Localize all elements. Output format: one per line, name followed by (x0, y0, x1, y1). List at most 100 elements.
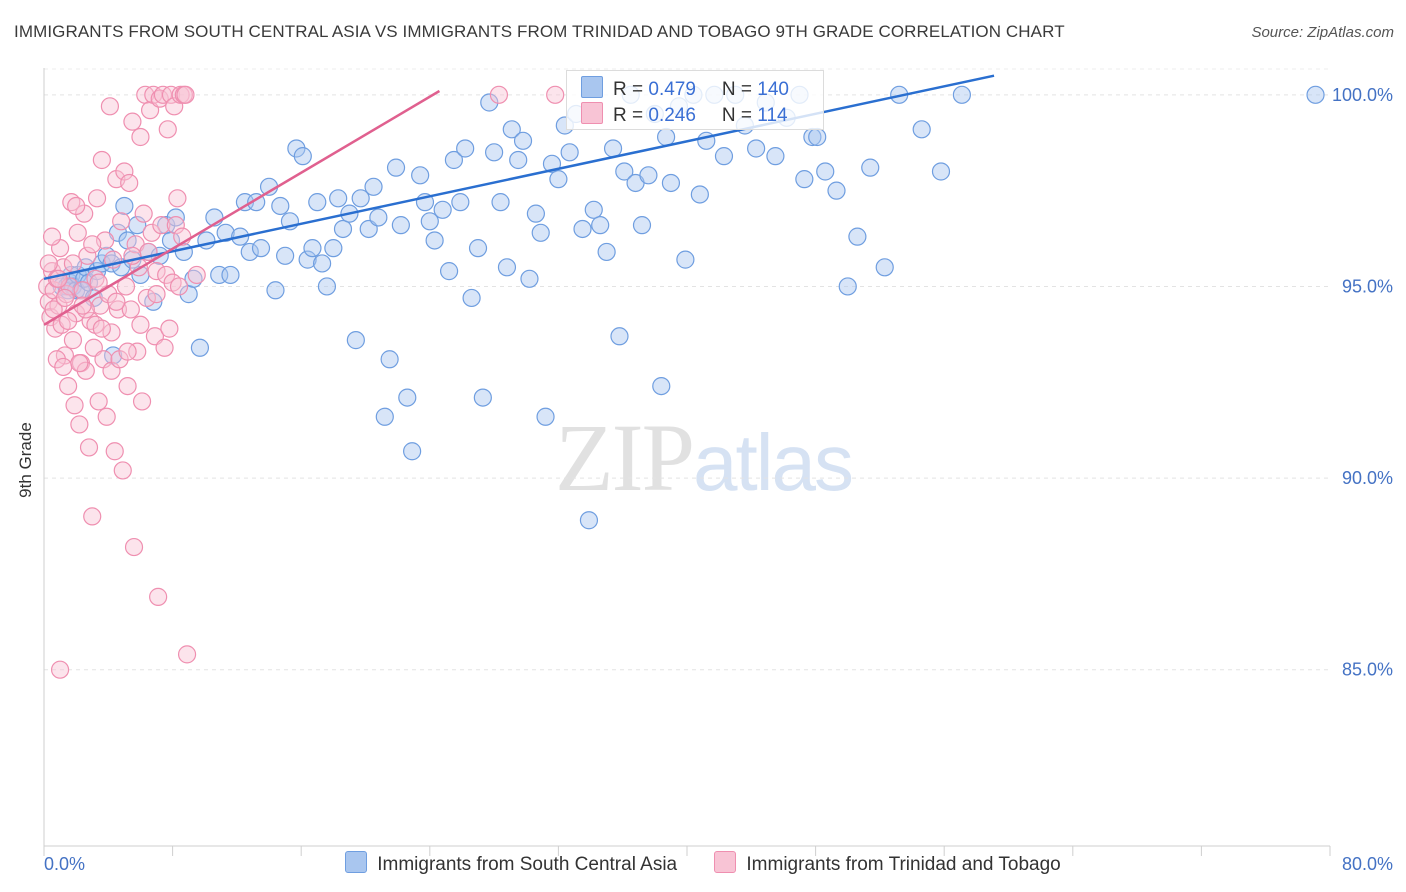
data-point (78, 246, 97, 265)
legend-label: Immigrants from South Central Asia (377, 854, 678, 875)
stats-n-label: N = (721, 105, 758, 126)
data-point (49, 269, 68, 288)
data-point (142, 223, 161, 242)
stats-swatch-south-central-asia (581, 76, 603, 98)
legend-item-south-central-asia[interactable]: Immigrants from South Central Asia (345, 851, 677, 876)
data-point (560, 143, 579, 162)
data-point (573, 219, 592, 239)
data-point (411, 166, 430, 185)
data-point (83, 235, 102, 254)
data-point (375, 407, 394, 426)
data-point (68, 223, 87, 242)
data-point (491, 193, 510, 212)
series-south-central-asia (52, 85, 1325, 530)
data-point (169, 277, 189, 296)
data-point (333, 219, 353, 239)
data-point (115, 196, 134, 216)
data-point (848, 227, 867, 246)
stats-swatch-trinidad-tobago (581, 102, 603, 124)
y-tick-label: 90.0% (1342, 468, 1393, 488)
stats-r-label: R = (613, 79, 649, 100)
stats-r-value: 0.479 (648, 79, 696, 100)
data-point (308, 193, 327, 212)
watermark: ZIPatlas (555, 402, 854, 513)
data-point (152, 216, 171, 235)
data-point (166, 216, 185, 235)
y-tick-label: 95.0% (1342, 276, 1393, 296)
data-point (952, 85, 971, 104)
data-point (468, 239, 488, 258)
data-point (121, 300, 140, 319)
legend-swatch-trinidad-tobago (714, 851, 737, 873)
data-point (329, 189, 348, 208)
data-point (116, 277, 136, 296)
data-point (166, 208, 185, 227)
watermark-zip: ZIP (555, 404, 695, 511)
data-point (266, 281, 285, 300)
data-point (420, 212, 439, 231)
data-point (73, 281, 92, 300)
data-point (444, 150, 464, 170)
data-point (1306, 85, 1325, 104)
data-point (97, 407, 116, 426)
data-point (158, 120, 177, 139)
data-point (63, 331, 83, 350)
data-point (108, 300, 128, 319)
data-point (391, 216, 410, 235)
data-point (83, 507, 102, 526)
legend: Immigrants from South Central Asia Immig… (0, 851, 1406, 876)
data-point (312, 254, 332, 273)
data-point (369, 208, 388, 227)
data-point (124, 537, 144, 557)
legend-swatch-south-central-asia (345, 851, 368, 873)
data-point (513, 131, 533, 150)
stats-n-value: 140 (757, 79, 789, 100)
y-tick-label: 100.0% (1332, 85, 1393, 105)
data-point (89, 392, 108, 411)
data-point (59, 376, 78, 396)
data-point (59, 311, 78, 331)
data-point (324, 239, 343, 258)
trend-line-south-central-asia (43, 74, 995, 281)
data-point (79, 438, 99, 457)
data-point (676, 250, 695, 269)
data-point (70, 354, 89, 373)
data-point (160, 319, 179, 338)
data-point (632, 216, 652, 235)
data-point (216, 223, 235, 242)
data-point (276, 246, 295, 265)
stats-r-value: 0.246 (648, 105, 696, 126)
data-point (115, 162, 134, 181)
watermark-atlas: atlas (693, 418, 854, 507)
legend-item-trinidad-tobago[interactable]: Immigrants from Trinidad and Tobago (714, 851, 1061, 876)
data-point (298, 250, 317, 269)
data-point (766, 147, 785, 166)
data-point (610, 327, 629, 346)
data-point (187, 265, 206, 285)
chart-title: IMMIGRANTS FROM SOUTH CENTRAL ASIA VS IM… (14, 22, 1065, 41)
data-point (123, 112, 142, 131)
data-point (155, 338, 174, 357)
data-point (473, 388, 492, 407)
data-point (70, 415, 89, 434)
data-point (462, 288, 481, 308)
data-point (661, 173, 681, 193)
data-point (579, 511, 599, 530)
stats-n-label: N = (721, 79, 758, 100)
data-point (176, 85, 195, 104)
data-point (147, 262, 166, 281)
data-point (549, 170, 568, 189)
data-point (240, 242, 259, 262)
data-point (485, 143, 504, 162)
data-point (615, 162, 634, 181)
data-point (92, 319, 111, 338)
data-point (439, 262, 459, 281)
series-trinidad-tobago (38, 85, 565, 679)
data-point (107, 292, 126, 311)
data-point (105, 442, 124, 461)
data-point (271, 196, 290, 216)
data-point (497, 258, 517, 277)
data-point (113, 461, 132, 480)
data-point (39, 254, 58, 273)
data-point (380, 350, 399, 369)
